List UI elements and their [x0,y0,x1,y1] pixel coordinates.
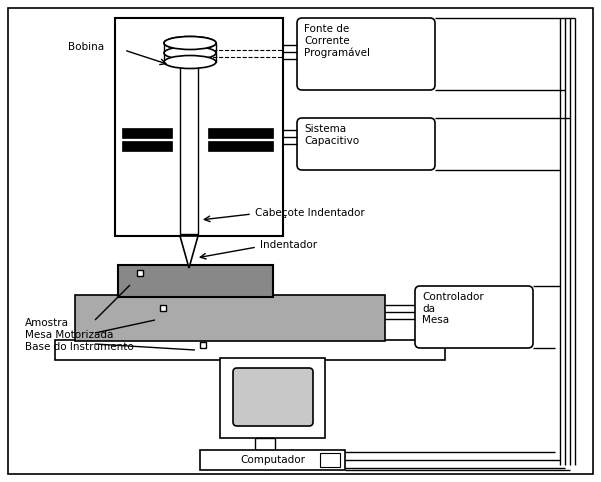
Text: Fonte de
Corrente
Programável: Fonte de Corrente Programável [304,24,370,58]
Bar [55,340,445,360]
Ellipse shape [164,37,216,50]
Bar [115,18,283,236]
Bar [255,438,275,450]
FancyBboxPatch shape [233,368,313,426]
Bar [200,450,345,470]
FancyBboxPatch shape [297,18,435,90]
Bar [220,358,325,438]
Bar [180,62,198,234]
Bar [75,295,385,341]
Polygon shape [180,236,198,268]
Bar [164,43,216,62]
FancyBboxPatch shape [297,118,435,170]
Text: Indentador: Indentador [260,240,317,250]
Ellipse shape [164,55,216,68]
Text: Controlador
da
Mesa: Controlador da Mesa [422,292,484,325]
Bar [122,128,172,138]
Text: Computador: Computador [240,455,305,465]
Ellipse shape [164,46,216,59]
Text: Cabeçote Indentador: Cabeçote Indentador [255,208,365,218]
FancyBboxPatch shape [415,286,533,348]
Bar [122,141,172,151]
Text: Mesa Motorizada: Mesa Motorizada [25,330,114,340]
Text: Sistema
Capacitivo: Sistema Capacitivo [304,124,359,146]
Bar [208,141,273,151]
Bar [118,265,273,297]
Text: Base do Instrumento: Base do Instrumento [25,342,134,352]
Text: Bobina: Bobina [68,42,104,52]
Bar [208,128,273,138]
Text: Amostra: Amostra [25,318,69,328]
Bar [320,453,340,467]
Ellipse shape [164,37,216,50]
